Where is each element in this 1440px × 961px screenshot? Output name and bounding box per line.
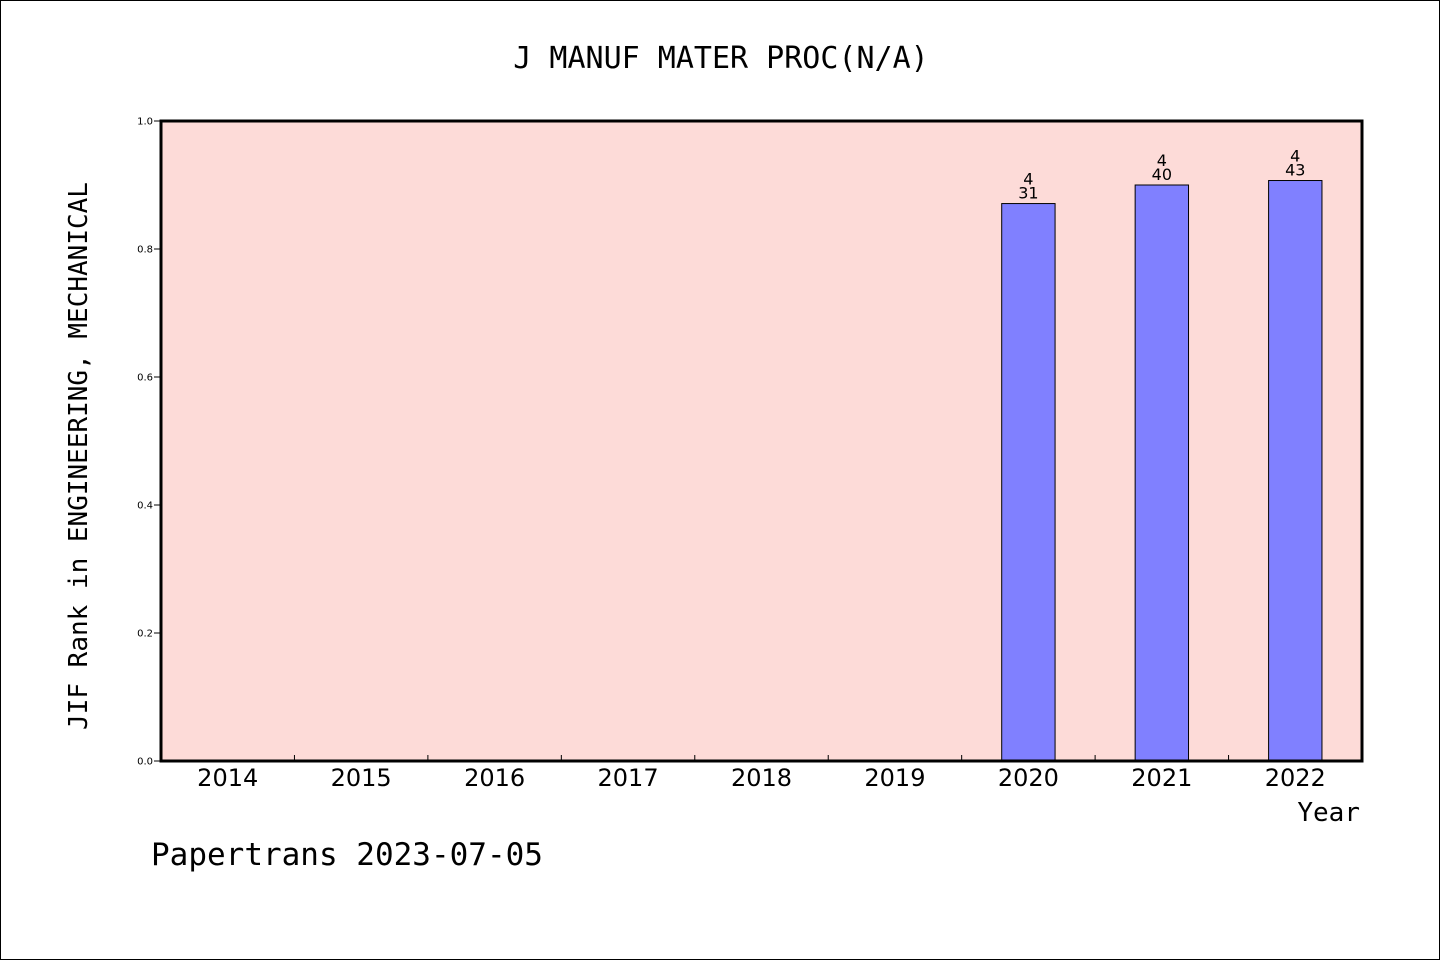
plot-frame bbox=[159, 119, 1364, 763]
x-axis-label: Year bbox=[1297, 798, 1360, 828]
x-tick-label: 2020 bbox=[998, 764, 1059, 792]
y-tick-label: 0.4 bbox=[137, 501, 153, 512]
x-tick-label: 2018 bbox=[731, 764, 792, 792]
x-tick-label: 2017 bbox=[598, 764, 659, 792]
x-tick-label: 2014 bbox=[197, 764, 258, 792]
x-tick-label: 2015 bbox=[331, 764, 392, 792]
x-axis-ticks: 2014 2015 2016 2017 2018 2019 2020 2021 2022 bbox=[197, 755, 1326, 792]
y-axis-label: JIF Rank in ENGINEERING, MECHANICAL bbox=[64, 182, 94, 730]
watermark-text: Papertrans 2023-07-05 bbox=[151, 837, 543, 873]
bar-label-bottom: 40 bbox=[1152, 165, 1172, 184]
bar-2021 bbox=[1134, 184, 1190, 762]
y-axis-ticks: 0.0 0.2 0.4 0.6 0.8 1.0 bbox=[137, 117, 161, 768]
x-tick-label: 2022 bbox=[1265, 764, 1326, 792]
y-tick-label: 0.8 bbox=[137, 245, 153, 256]
x-tick-label: 2021 bbox=[1131, 764, 1192, 792]
y-tick-label: 1.0 bbox=[137, 117, 153, 128]
x-tick-label: 2019 bbox=[864, 764, 925, 792]
y-tick-label: 0.2 bbox=[137, 629, 153, 640]
chart-title: J MANUF MATER PROC(N/A) bbox=[513, 41, 928, 76]
bar-2020 bbox=[1001, 203, 1056, 762]
y-tick-label: 0.6 bbox=[137, 373, 153, 384]
bar-label-top: 4 bbox=[1290, 147, 1300, 166]
bar-2022 bbox=[1268, 180, 1323, 762]
bars-group bbox=[1001, 180, 1323, 762]
bar-label-top: 4 bbox=[1023, 170, 1033, 189]
bar-label-bottom: 31 bbox=[1018, 184, 1038, 203]
bar-label-top: 4 bbox=[1157, 151, 1167, 170]
x-tick-label: 2016 bbox=[464, 764, 525, 792]
y-tick-label: 0.0 bbox=[137, 757, 153, 768]
bar-label-bottom: 43 bbox=[1285, 161, 1305, 180]
